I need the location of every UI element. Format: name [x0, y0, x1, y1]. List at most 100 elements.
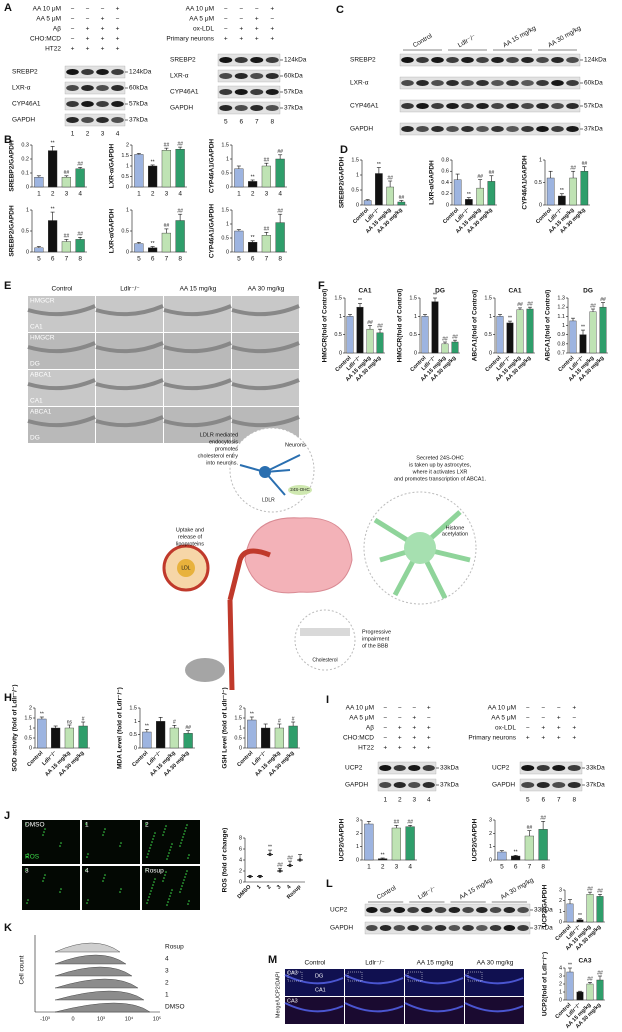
band-name: CYP46A1	[350, 103, 379, 110]
panel-letter: J	[4, 810, 10, 822]
group-label: AA 30 mg/kg	[499, 877, 535, 902]
speckle	[149, 893, 151, 895]
y-tick-label: 0.5	[334, 332, 342, 338]
x-tick-label: 3	[395, 864, 399, 871]
annotation: **	[514, 850, 518, 856]
y-tick-label: 0	[356, 857, 359, 863]
band	[506, 103, 519, 109]
band	[250, 105, 264, 111]
inset-box	[467, 971, 483, 982]
condition-sign: +	[412, 725, 416, 732]
cell-layer	[27, 304, 96, 317]
lane-number: 5	[224, 119, 228, 126]
fluorescence-image	[22, 820, 80, 864]
x-tick-label: DMSO	[237, 884, 253, 900]
annotation: ##	[277, 149, 283, 155]
band	[234, 105, 248, 111]
brain	[244, 517, 353, 594]
y-tick-label: 0.9	[557, 332, 565, 338]
speckle	[151, 887, 153, 889]
x-tick-label: 6	[514, 864, 518, 871]
annotation: **	[358, 298, 362, 304]
speckle	[179, 891, 181, 893]
band	[552, 765, 566, 771]
y-axis-label: LXR-α/GAPDH	[109, 208, 116, 253]
bar	[538, 829, 548, 861]
bar	[51, 727, 61, 749]
speckle	[170, 846, 172, 848]
speckle	[165, 871, 167, 873]
annotation: ##	[77, 232, 83, 238]
band	[517, 925, 529, 931]
bar	[175, 220, 185, 253]
x-tick-label: 3	[165, 191, 169, 198]
annotation: ##	[164, 223, 170, 229]
y-tick-label: 0.6	[441, 169, 449, 175]
lane-number: 1	[71, 131, 75, 138]
band-size: 37kDa	[534, 925, 553, 932]
condition-sign: +	[270, 6, 274, 13]
fluorescence-image	[82, 866, 140, 910]
band	[566, 80, 579, 86]
band-name: GAPDH	[492, 782, 515, 789]
band	[393, 765, 406, 771]
y-tick-label: 1.5	[221, 207, 229, 213]
lane-number: 8	[572, 797, 576, 804]
lane-number: 3	[101, 131, 105, 138]
speckle	[187, 857, 189, 859]
annotation: ##	[177, 141, 183, 147]
image-label: 3	[25, 868, 29, 875]
bar	[391, 827, 401, 861]
speckle	[87, 899, 89, 901]
condition-sign: −	[71, 16, 75, 23]
bar	[376, 332, 384, 354]
speckle	[162, 834, 164, 836]
band	[66, 101, 79, 107]
y-tick-label: 2	[356, 831, 359, 837]
y-tick-label: 1.5	[334, 295, 342, 301]
bar	[248, 181, 258, 188]
annotation: #	[278, 718, 281, 724]
bar	[275, 158, 285, 188]
condition-sign: −	[383, 725, 387, 732]
band	[401, 103, 414, 109]
speckle	[180, 842, 182, 844]
y-tick-label: 1	[126, 163, 129, 169]
bar	[261, 727, 271, 749]
y-tick-label: 0	[26, 184, 29, 190]
condition-sign: +	[557, 725, 561, 732]
x-tick-label: 4	[408, 864, 412, 871]
annotation: ##	[394, 820, 400, 826]
band	[476, 126, 489, 132]
band	[566, 57, 579, 63]
speckle	[171, 889, 173, 891]
condition-sign: +	[101, 36, 105, 43]
y-tick-label: 0	[356, 202, 359, 208]
band	[491, 126, 504, 132]
condition-sign: +	[427, 725, 431, 732]
y-tick-label: 1	[339, 314, 342, 320]
lane-number: 6	[239, 119, 243, 126]
x-tick-label: 5	[137, 256, 141, 263]
condition-label: AA 5 μM	[349, 715, 374, 722]
band-size: 33kDa	[534, 907, 553, 914]
band	[503, 907, 516, 913]
inset-box	[407, 971, 423, 982]
annotation: ##	[277, 863, 283, 869]
y-tick-label: 0.5	[24, 735, 32, 741]
x-tick-label: 6	[51, 256, 55, 263]
speckle	[25, 823, 27, 825]
bar	[569, 177, 577, 206]
chart-title: CA1	[358, 288, 371, 295]
condition-sign: +	[412, 715, 416, 722]
band	[566, 126, 579, 132]
y-axis-label: ABCA1(fold of Control)	[472, 290, 479, 361]
speckle	[186, 870, 188, 872]
note: is taken up by astrocytes,	[409, 462, 472, 468]
speckle	[103, 877, 105, 879]
fluorescence-image	[82, 820, 140, 864]
speckle	[183, 879, 185, 881]
condition-sign: +	[572, 735, 576, 742]
condition-sign: +	[101, 16, 105, 23]
condition-sign: +	[71, 46, 75, 53]
